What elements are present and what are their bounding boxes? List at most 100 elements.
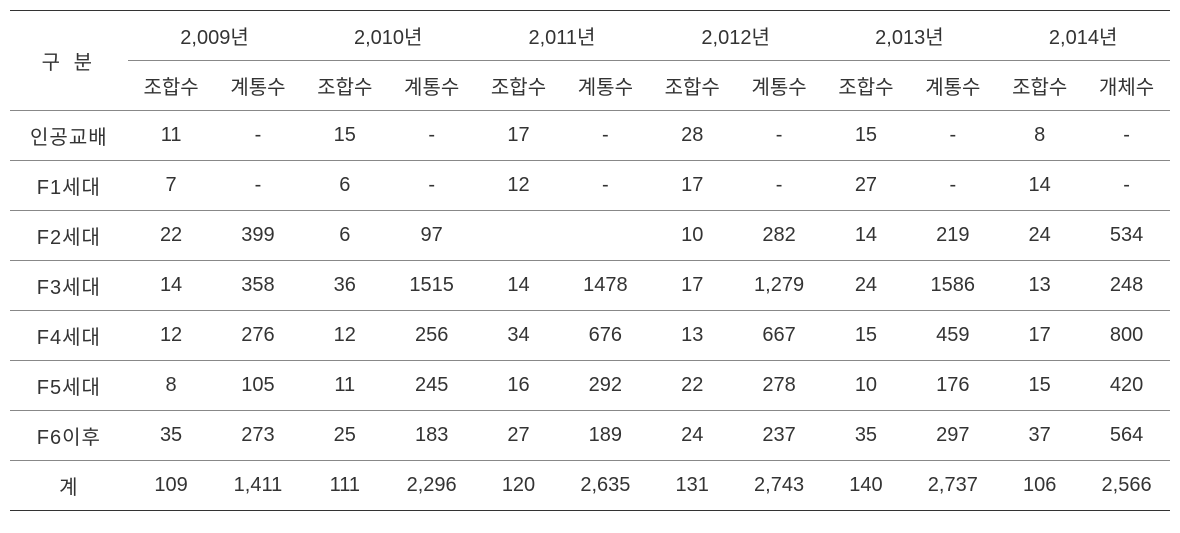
table-row: F1세대7-6-12-17-27-14- xyxy=(10,161,1170,211)
data-cell: 297 xyxy=(909,411,996,461)
data-cell: - xyxy=(215,111,302,161)
data-cell: - xyxy=(1083,161,1170,211)
data-cell: 176 xyxy=(909,361,996,411)
data-cell: - xyxy=(562,161,649,211)
data-cell: 2,296 xyxy=(388,461,475,511)
year-header-2: 2,010년 xyxy=(301,11,475,61)
data-cell: 1515 xyxy=(388,261,475,311)
data-cell: 12 xyxy=(128,311,215,361)
data-cell: - xyxy=(388,161,475,211)
data-cell: 10 xyxy=(649,211,736,261)
data-cell: 111 xyxy=(301,461,388,511)
data-cell: 13 xyxy=(649,311,736,361)
sub-header: 조합수 xyxy=(301,61,388,111)
data-cell: 8 xyxy=(996,111,1083,161)
year-header-3: 2,011년 xyxy=(475,11,649,61)
data-cell: 22 xyxy=(128,211,215,261)
data-cell: 256 xyxy=(388,311,475,361)
sub-header-row: 조합수 계통수 조합수 계통수 조합수 계통수 조합수 계통수 조합수 계통수 … xyxy=(10,61,1170,111)
sub-header: 조합수 xyxy=(823,61,910,111)
data-cell: 120 xyxy=(475,461,562,511)
year-header-6: 2,014년 xyxy=(996,11,1170,61)
data-cell: 2,635 xyxy=(562,461,649,511)
data-cell: 14 xyxy=(128,261,215,311)
data-cell: 14 xyxy=(823,211,910,261)
table-row: 인공교배11-15-17-28-15-8- xyxy=(10,111,1170,161)
data-cell: 11 xyxy=(128,111,215,161)
data-cell: 37 xyxy=(996,411,1083,461)
data-cell: 17 xyxy=(649,261,736,311)
sub-header: 계통수 xyxy=(736,61,823,111)
data-cell: 27 xyxy=(823,161,910,211)
sub-header: 조합수 xyxy=(475,61,562,111)
data-cell: 219 xyxy=(909,211,996,261)
data-cell: 12 xyxy=(301,311,388,361)
data-cell: - xyxy=(215,161,302,211)
data-cell: 6 xyxy=(301,161,388,211)
data-cell: 245 xyxy=(388,361,475,411)
data-cell: 248 xyxy=(1083,261,1170,311)
data-cell: 15 xyxy=(996,361,1083,411)
data-cell: 34 xyxy=(475,311,562,361)
data-cell: 15 xyxy=(301,111,388,161)
data-cell: - xyxy=(1083,111,1170,161)
data-cell: - xyxy=(736,111,823,161)
year-header-1: 2,009년 xyxy=(128,11,302,61)
data-cell xyxy=(475,211,562,261)
data-cell: 131 xyxy=(649,461,736,511)
data-cell: 2,743 xyxy=(736,461,823,511)
data-cell: 276 xyxy=(215,311,302,361)
table-row: 계1091,4111112,2961202,6351312,7431402,73… xyxy=(10,461,1170,511)
data-cell: 282 xyxy=(736,211,823,261)
data-cell: 24 xyxy=(649,411,736,461)
table-row: F6이후352732518327189242373529737564 xyxy=(10,411,1170,461)
sub-header: 조합수 xyxy=(996,61,1083,111)
data-cell: 564 xyxy=(1083,411,1170,461)
table-body: 인공교배11-15-17-28-15-8-F1세대7-6-12-17-27-14… xyxy=(10,111,1170,511)
data-cell: 667 xyxy=(736,311,823,361)
data-cell: 676 xyxy=(562,311,649,361)
row-label: F3세대 xyxy=(10,261,128,311)
row-label: F1세대 xyxy=(10,161,128,211)
data-cell: 189 xyxy=(562,411,649,461)
data-cell: 358 xyxy=(215,261,302,311)
data-cell: 183 xyxy=(388,411,475,461)
data-cell: 35 xyxy=(823,411,910,461)
data-table: 구 분 2,009년 2,010년 2,011년 2,012년 2,013년 2… xyxy=(10,10,1170,511)
data-cell: 17 xyxy=(475,111,562,161)
data-cell: 1,411 xyxy=(215,461,302,511)
year-header-row: 구 분 2,009년 2,010년 2,011년 2,012년 2,013년 2… xyxy=(10,11,1170,61)
data-cell: 292 xyxy=(562,361,649,411)
data-cell: 8 xyxy=(128,361,215,411)
data-cell: 12 xyxy=(475,161,562,211)
data-cell: 800 xyxy=(1083,311,1170,361)
data-cell: 17 xyxy=(649,161,736,211)
row-label: F2세대 xyxy=(10,211,128,261)
data-cell: 278 xyxy=(736,361,823,411)
data-cell: 420 xyxy=(1083,361,1170,411)
data-cell: 140 xyxy=(823,461,910,511)
row-label: F4세대 xyxy=(10,311,128,361)
year-header-4: 2,012년 xyxy=(649,11,823,61)
data-cell: 105 xyxy=(215,361,302,411)
data-cell: 534 xyxy=(1083,211,1170,261)
data-cell: 14 xyxy=(996,161,1083,211)
data-cell: 35 xyxy=(128,411,215,461)
row-label: F5세대 xyxy=(10,361,128,411)
table-row: F3세대14358361515141478171,27924158613248 xyxy=(10,261,1170,311)
category-header: 구 분 xyxy=(10,11,128,111)
sub-header: 계통수 xyxy=(562,61,649,111)
data-cell: 24 xyxy=(823,261,910,311)
data-cell: 10 xyxy=(823,361,910,411)
data-cell: 1586 xyxy=(909,261,996,311)
data-cell: - xyxy=(388,111,475,161)
sub-header: 계통수 xyxy=(215,61,302,111)
data-cell: 97 xyxy=(388,211,475,261)
data-cell: 16 xyxy=(475,361,562,411)
data-cell: - xyxy=(909,161,996,211)
data-cell: 1,279 xyxy=(736,261,823,311)
sub-header: 계통수 xyxy=(909,61,996,111)
data-cell: - xyxy=(909,111,996,161)
data-cell: 459 xyxy=(909,311,996,361)
row-label: 인공교배 xyxy=(10,111,128,161)
